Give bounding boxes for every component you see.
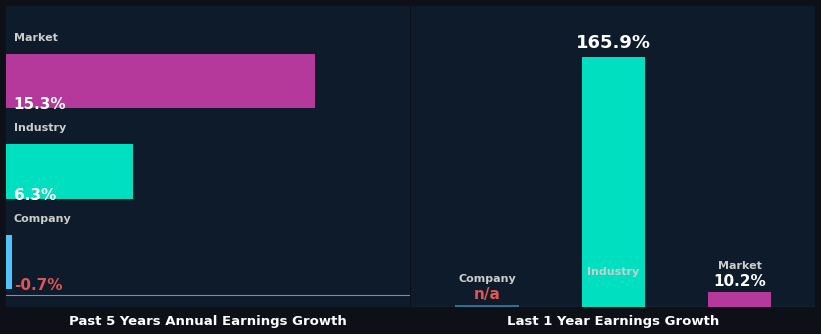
Bar — [582, 57, 645, 307]
X-axis label: Last 1 Year Earnings Growth: Last 1 Year Earnings Growth — [507, 315, 719, 328]
Text: 165.9%: 165.9% — [576, 34, 651, 52]
Bar — [6, 54, 314, 108]
Text: Company: Company — [14, 214, 71, 224]
Text: n/a: n/a — [474, 287, 501, 302]
Text: -0.7%: -0.7% — [14, 278, 62, 293]
Bar — [456, 305, 519, 307]
Bar — [6, 235, 11, 289]
Text: Industry: Industry — [14, 124, 66, 133]
Text: Market: Market — [718, 261, 762, 271]
X-axis label: Past 5 Years Annual Earnings Growth: Past 5 Years Annual Earnings Growth — [69, 315, 346, 328]
Text: Market: Market — [14, 33, 57, 43]
Text: 6.3%: 6.3% — [14, 188, 56, 203]
Bar — [6, 144, 133, 198]
Text: Industry: Industry — [587, 267, 640, 277]
Text: 15.3%: 15.3% — [14, 97, 67, 112]
Text: Company: Company — [458, 274, 516, 284]
Bar — [708, 292, 771, 307]
Text: 10.2%: 10.2% — [713, 274, 766, 289]
